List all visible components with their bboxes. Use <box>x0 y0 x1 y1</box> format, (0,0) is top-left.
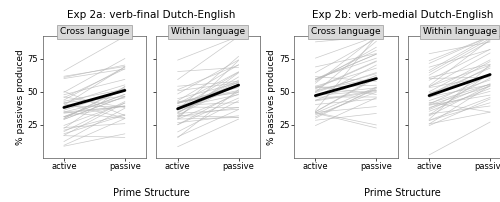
Title: Within language: Within language <box>171 27 245 36</box>
Text: Exp 2a: verb-final Dutch-English: Exp 2a: verb-final Dutch-English <box>67 10 235 20</box>
Y-axis label: % passives produced: % passives produced <box>16 49 25 145</box>
Title: Cross language: Cross language <box>311 27 380 36</box>
Text: Exp 2b: verb-medial Dutch-English: Exp 2b: verb-medial Dutch-English <box>312 10 494 20</box>
Title: Cross language: Cross language <box>60 27 129 36</box>
Title: Within language: Within language <box>422 27 496 36</box>
Text: Prime Structure: Prime Structure <box>364 188 441 198</box>
Text: Prime Structure: Prime Structure <box>113 188 190 198</box>
Y-axis label: % passives produced: % passives produced <box>268 49 276 145</box>
